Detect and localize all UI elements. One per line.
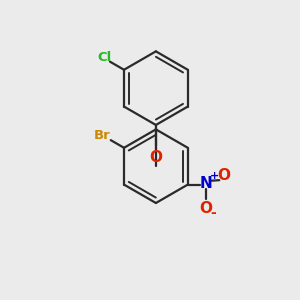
Text: Cl: Cl: [98, 51, 112, 64]
Text: Br: Br: [94, 129, 111, 142]
Text: O: O: [217, 168, 230, 183]
Text: +: +: [210, 171, 219, 181]
Text: O: O: [200, 201, 212, 216]
Text: N: N: [200, 176, 212, 190]
Text: -: -: [211, 206, 216, 220]
Text: O: O: [149, 150, 162, 165]
